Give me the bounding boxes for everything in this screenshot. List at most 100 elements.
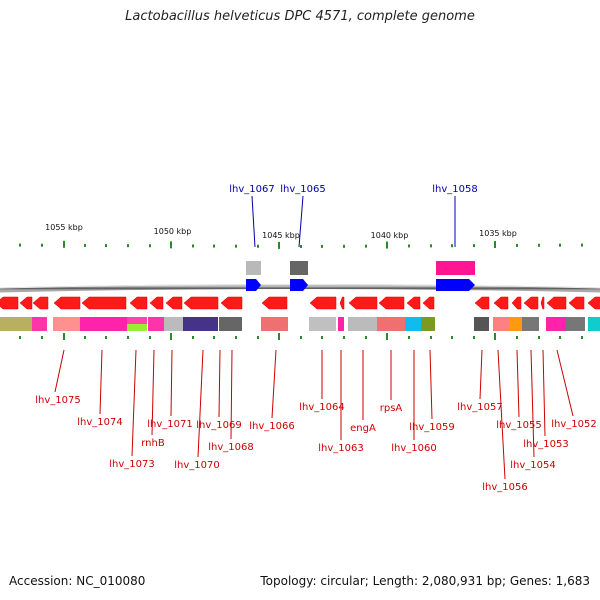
gene-arrow[interactable] <box>32 296 49 310</box>
gene-arrow[interactable] <box>540 296 545 310</box>
tick-mark <box>235 336 237 339</box>
gene-box[interactable] <box>566 317 585 331</box>
gene-arrow[interactable] <box>523 296 539 310</box>
gene-arrow[interactable] <box>129 296 148 310</box>
gene-arrow[interactable] <box>53 296 81 310</box>
gene-box[interactable] <box>338 317 344 331</box>
gene-label[interactable]: lhv_1066 <box>249 421 294 432</box>
gene-label[interactable]: lhv_1054 <box>510 460 555 471</box>
gene-label[interactable]: lhv_1069 <box>196 420 241 431</box>
gene-arrow[interactable] <box>220 296 243 310</box>
gene-arrow[interactable] <box>165 296 183 310</box>
leader-line <box>542 349 546 437</box>
leader-line <box>479 349 483 400</box>
gene-box[interactable] <box>32 317 47 331</box>
tick-mark <box>559 336 561 339</box>
gene-box[interactable] <box>53 317 80 331</box>
reverse-strand-arrows <box>0 296 600 310</box>
gene-box[interactable] <box>183 317 218 331</box>
gene-box-lhv-1065[interactable] <box>290 261 308 275</box>
gene-arrow-lhv-1058[interactable] <box>436 279 475 291</box>
gene-label[interactable]: lhv_1056 <box>482 482 527 493</box>
reverse-strand-boxes <box>0 317 600 331</box>
gene-label[interactable]: lhv_1053 <box>523 439 568 450</box>
gene-box[interactable] <box>405 317 421 331</box>
gene-arrow-lhv-1065[interactable] <box>290 279 308 291</box>
tick-mark <box>84 243 86 247</box>
gene-label[interactable]: lhv_1052 <box>551 419 596 430</box>
tick-mark <box>386 333 388 340</box>
gene-arrow[interactable] <box>348 296 378 310</box>
gene-label[interactable]: engA <box>350 423 376 434</box>
tick-mark <box>170 333 172 340</box>
gene-label[interactable]: lhv_1057 <box>457 402 502 413</box>
gene-arrow[interactable] <box>183 296 219 310</box>
gene-arrow[interactable] <box>587 296 600 310</box>
tick-mark <box>559 243 561 247</box>
gene-label[interactable]: rpsA <box>380 403 403 414</box>
gene-arrow[interactable] <box>0 296 19 310</box>
gene-box[interactable] <box>0 317 32 331</box>
gene-label[interactable]: lhv_1071 <box>147 419 192 430</box>
gene-arrow[interactable] <box>493 296 509 310</box>
gene-label[interactable]: lhv_1058 <box>432 184 477 195</box>
tick-mark <box>235 244 237 248</box>
gene-box[interactable] <box>261 317 288 331</box>
gene-box[interactable] <box>493 317 509 331</box>
gene-box[interactable] <box>546 317 566 331</box>
gene-label[interactable]: lhv_1059 <box>409 422 454 433</box>
gene-box-lhv-1058[interactable] <box>436 261 475 275</box>
gene-label[interactable]: lhv_1070 <box>174 460 219 471</box>
gene-box[interactable] <box>164 317 183 331</box>
tick-mark <box>213 244 215 248</box>
gene-arrow-lhv-1067[interactable] <box>246 279 261 291</box>
gene-label[interactable]: lhv_1065 <box>280 184 325 195</box>
gene-box[interactable] <box>219 317 242 331</box>
gene-arrow[interactable] <box>474 296 490 310</box>
gene-arrow[interactable] <box>406 296 421 310</box>
gene-arrow[interactable] <box>261 296 288 310</box>
gene-box[interactable] <box>522 317 539 331</box>
gene-label[interactable]: lhv_1075 <box>35 395 80 406</box>
gene-arrow[interactable] <box>81 296 127 310</box>
gene-arrow[interactable] <box>309 296 337 310</box>
gene-arrow[interactable] <box>149 296 164 310</box>
kbp-label: 1045 kbp <box>262 231 300 240</box>
gene-label[interactable]: lhv_1063 <box>318 443 363 454</box>
gene-arrow[interactable] <box>422 296 435 310</box>
leader-line <box>298 195 304 248</box>
gene-label[interactable]: lhv_1073 <box>109 459 154 470</box>
gene-box[interactable] <box>148 317 164 331</box>
tick-mark <box>343 244 345 248</box>
gene-box[interactable] <box>509 317 522 331</box>
gene-box[interactable] <box>127 324 147 331</box>
tick-mark <box>451 336 453 339</box>
gene-box[interactable] <box>588 317 600 331</box>
gene-label[interactable]: lhv_1060 <box>391 443 436 454</box>
gene-box[interactable] <box>474 317 489 331</box>
gene-label[interactable]: lhv_1068 <box>208 442 253 453</box>
gene-box[interactable] <box>348 317 377 331</box>
leader-line <box>54 349 65 393</box>
gene-arrow[interactable] <box>568 296 585 310</box>
gene-label[interactable]: lhv_1064 <box>299 402 344 413</box>
gene-arrow[interactable] <box>19 296 33 310</box>
gene-box[interactable] <box>377 317 405 331</box>
gene-arrow[interactable] <box>546 296 567 310</box>
gene-arrow[interactable] <box>339 296 345 310</box>
gene-label[interactable]: lhv_1055 <box>496 420 541 431</box>
gene-box[interactable] <box>80 317 127 331</box>
gene-arrow[interactable] <box>378 296 405 310</box>
tick-mark <box>321 336 323 339</box>
gene-box-lhv-1067[interactable] <box>246 261 261 275</box>
gene-box[interactable] <box>421 317 435 331</box>
top-gene-labels: lhv_1067 lhv_1065 lhv_1058 <box>229 184 478 248</box>
tick-mark <box>386 241 388 249</box>
gene-box[interactable] <box>309 317 336 331</box>
gene-arrow[interactable] <box>511 296 522 310</box>
leader-line <box>218 349 221 418</box>
gene-label[interactable]: rnhB <box>141 438 165 449</box>
gene-label[interactable]: lhv_1074 <box>77 417 122 428</box>
gene-label[interactable]: lhv_1067 <box>229 184 274 195</box>
tick-mark <box>170 241 172 249</box>
